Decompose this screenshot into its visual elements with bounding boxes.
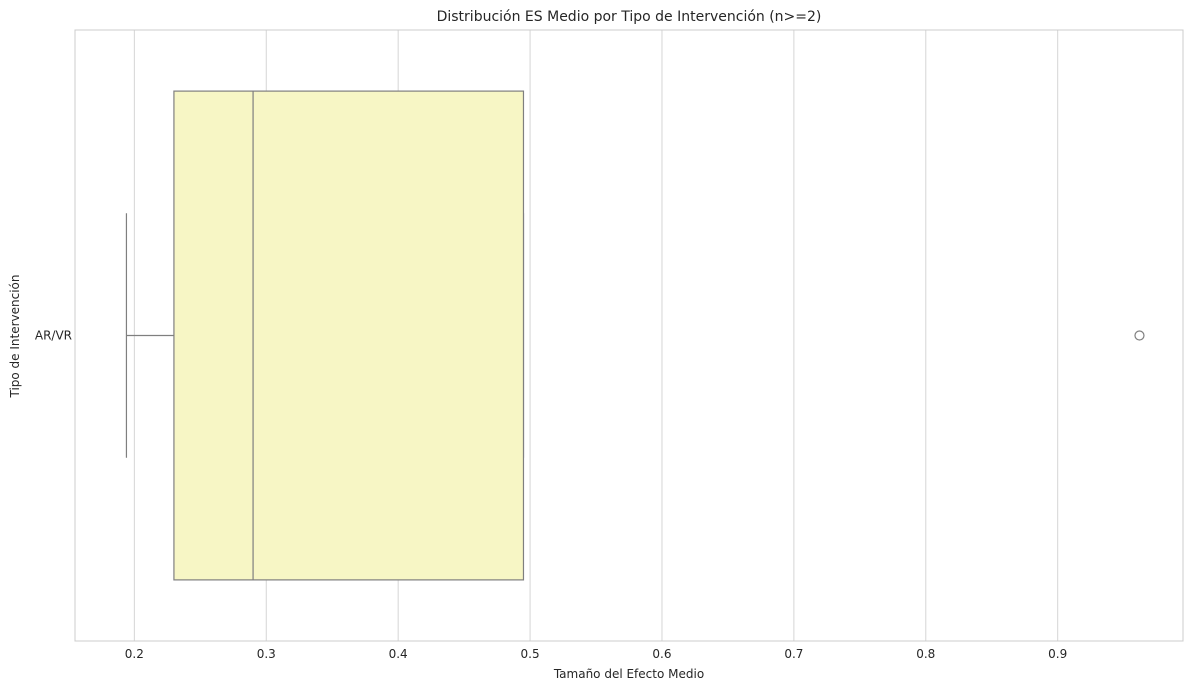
x-tick-label: 0.9 xyxy=(1048,647,1067,661)
y-tick-labels: AR/VR xyxy=(35,329,72,343)
x-tick-labels: 0.2 0.3 0.4 0.5 0.6 0.7 0.8 0.9 xyxy=(125,647,1067,661)
x-tick-label: 0.2 xyxy=(125,647,144,661)
plot-frame xyxy=(74,29,1184,642)
x-tick-label: 0.7 xyxy=(784,647,803,661)
x-tick-label: 0.8 xyxy=(916,647,935,661)
chart-title: Distribución ES Medio por Tipo de Interv… xyxy=(437,9,822,25)
box-iqr xyxy=(173,90,525,581)
x-tick-label: 0.5 xyxy=(521,647,540,661)
x-tick-label: 0.3 xyxy=(257,647,276,661)
x-tick-label: 0.4 xyxy=(389,647,408,661)
y-tick-label: AR/VR xyxy=(35,329,72,343)
y-axis-label: Tipo de Intervención xyxy=(8,274,22,398)
x-tick-label: 0.6 xyxy=(652,647,671,661)
box-layer xyxy=(125,90,1145,581)
x-axis-label: Tamaño del Efecto Medio xyxy=(553,667,704,681)
outlier-point xyxy=(1134,330,1145,341)
